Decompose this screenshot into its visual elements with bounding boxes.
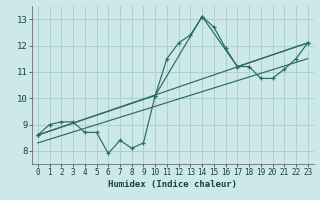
X-axis label: Humidex (Indice chaleur): Humidex (Indice chaleur) bbox=[108, 180, 237, 189]
